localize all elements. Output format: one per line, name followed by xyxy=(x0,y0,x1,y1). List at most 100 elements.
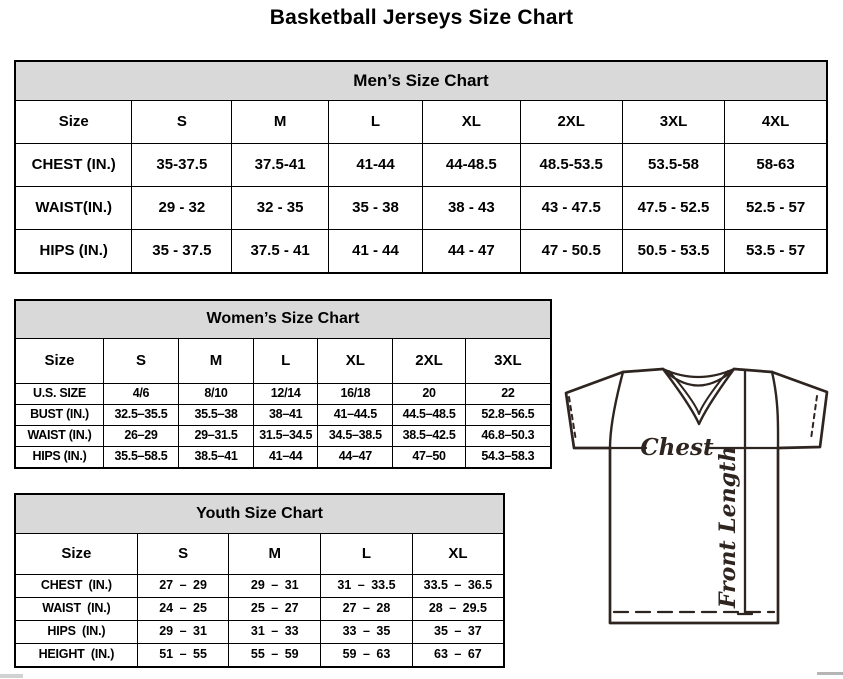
horizontal-scrollbar-fragment-right[interactable] xyxy=(817,672,843,675)
size-value-cell: 46.8–50.3 xyxy=(464,425,552,447)
size-value-cell: 53.5-58 xyxy=(621,143,726,187)
size-value-cell: 31.5–34.5 xyxy=(252,425,319,447)
row-label: HIPS (IN.) xyxy=(14,620,138,644)
table-row: WAIST(IN.) 29 - 32 32 - 35 35 - 38 38 - 43 43… xyxy=(14,186,828,230)
size-value-cell: 50.5 - 53.5 xyxy=(621,229,726,274)
row-label: WAIST(IN.) xyxy=(14,186,133,230)
table-row: WAIST (IN.) 24 – 25 25 – 27 27 – 28 28 – 29.… xyxy=(14,597,505,621)
womens-column-header-row: Size S M L XL 2XL 3XL xyxy=(14,338,552,384)
jersey-left-shoulder-line xyxy=(621,367,665,374)
mens-size-table: Men’s Size Chart Size S M L XL 2XL 3XL 4XL CHEST… xyxy=(14,60,828,274)
front-length-label: Front Length xyxy=(715,446,741,609)
table-row: CHEST (IN.) 27 – 29 29 – 31 31 – 33.5 33.5 –… xyxy=(14,574,505,598)
size-value-cell: 44.5–48.5 xyxy=(392,404,466,426)
size-value-cell: 37.5-41 xyxy=(231,143,329,187)
jersey-left-cuff-dashed-line xyxy=(568,396,577,442)
size-value-cell: 35 - 38 xyxy=(327,186,424,230)
row-label: WAIST (IN.) xyxy=(14,425,104,447)
size-value-cell: 35 - 37.5 xyxy=(131,229,233,274)
column-header: L xyxy=(252,338,319,384)
page-title: Basketball Jerseys Size Chart xyxy=(269,6,574,29)
jersey-right-cuff-dashed-line xyxy=(810,395,818,440)
size-value-cell: 12/14 xyxy=(252,383,319,405)
mens-banner-row: Men’s Size Chart xyxy=(14,60,828,101)
youth-column-header-row: Size S M L XL xyxy=(14,533,505,575)
table-row: HIPS (IN.) 35 - 37.5 37.5 - 41 41 - 44 44 - … xyxy=(14,229,828,274)
size-value-cell: 4/6 xyxy=(102,383,179,405)
size-value-cell: 38.5–41 xyxy=(177,446,255,469)
size-value-cell: 51 – 55 xyxy=(136,643,230,668)
jersey-measurement-diagram: Chest Front Length xyxy=(564,367,829,625)
column-header: XL xyxy=(317,338,394,384)
front-length-measure-line xyxy=(736,369,754,616)
size-value-cell: 35-37.5 xyxy=(131,143,233,187)
womens-table-title: Women’s Size Chart xyxy=(14,299,552,339)
column-header: XL xyxy=(422,100,521,144)
column-header: M xyxy=(231,100,329,144)
table-row: WAIST (IN.) 26–29 29–31.5 31.5–34.5 34.5–38.… xyxy=(14,425,552,447)
size-value-cell: 27 – 28 xyxy=(320,597,413,621)
size-value-cell: 34.5–38.5 xyxy=(317,425,394,447)
row-label: BUST (IN.) xyxy=(14,404,104,426)
row-label: HEIGHT (IN.) xyxy=(14,643,138,668)
row-label: CHEST (IN.) xyxy=(14,574,138,598)
size-value-cell: 29 - 32 xyxy=(131,186,233,230)
jersey-collar-inner-arc xyxy=(663,369,734,387)
jersey-vneck-inner-line xyxy=(668,370,729,415)
size-value-cell: 32.5–35.5 xyxy=(102,404,179,426)
size-value-cell: 29 – 31 xyxy=(228,574,322,598)
jersey-right-armhole-curve xyxy=(770,370,780,450)
youth-banner-row: Youth Size Chart xyxy=(14,493,505,534)
column-header: Size xyxy=(14,533,138,575)
size-value-cell: 63 – 67 xyxy=(411,643,505,668)
table-row: HIPS (IN.) 35.5–58.5 38.5–41 41–44 44–47 47–5… xyxy=(14,446,552,469)
row-label: HIPS (IN.) xyxy=(14,446,104,469)
size-value-cell: 31 – 33 xyxy=(228,620,322,644)
size-value-cell: 35.5–38 xyxy=(177,404,255,426)
size-value-cell: 24 – 25 xyxy=(136,597,230,621)
size-value-cell: 38 - 43 xyxy=(422,186,521,230)
horizontal-scrollbar-fragment-left[interactable] xyxy=(0,674,23,678)
size-value-cell: 32 - 35 xyxy=(231,186,329,230)
size-value-cell: 16/18 xyxy=(317,383,394,405)
size-value-cell: 31 – 33.5 xyxy=(320,574,413,598)
mens-table-body: Size S M L XL 2XL 3XL 4XL CHEST (IN.) 35-37.5 37.5… xyxy=(14,100,828,274)
size-value-cell: 33.5 – 36.5 xyxy=(411,574,505,598)
row-label: CHEST (IN.) xyxy=(14,143,133,187)
youth-size-table: Youth Size Chart Size S M L XL CHEST (IN.) 27 … xyxy=(14,493,505,668)
size-value-cell: 41–44.5 xyxy=(317,404,394,426)
column-header: L xyxy=(327,100,424,144)
column-header: 3XL xyxy=(621,100,726,144)
column-header: 2XL xyxy=(392,338,466,384)
size-value-cell: 53.5 - 57 xyxy=(724,229,828,274)
size-value-cell: 55 – 59 xyxy=(228,643,322,668)
row-label: U.S. SIZE xyxy=(14,383,104,405)
column-header: S xyxy=(102,338,179,384)
table-row: U.S. SIZE 4/6 8/10 12/14 16/18 20 22 xyxy=(14,383,552,405)
column-header: M xyxy=(228,533,322,575)
mens-column-header-row: Size S M L XL 2XL 3XL 4XL xyxy=(14,100,828,144)
youth-table-body: Size S M L XL CHEST (IN.) 27 – 29 29 – 31 31 – 3… xyxy=(14,533,505,668)
column-header: 2XL xyxy=(519,100,623,144)
size-value-cell: 47.5 - 52.5 xyxy=(621,186,726,230)
size-value-cell: 20 xyxy=(392,383,466,405)
womens-banner-row: Women’s Size Chart xyxy=(14,299,552,339)
size-value-cell: 47–50 xyxy=(392,446,466,469)
column-header: 4XL xyxy=(724,100,828,144)
size-value-cell: 37.5 - 41 xyxy=(231,229,329,274)
table-row: CHEST (IN.) 35-37.5 37.5-41 41-44 44-48.5 48.… xyxy=(14,143,828,187)
jersey-vneck-outer-line xyxy=(661,367,736,426)
size-value-cell: 35.5–58.5 xyxy=(102,446,179,469)
size-value-cell: 44 - 47 xyxy=(422,229,521,274)
size-value-cell: 58-63 xyxy=(724,143,828,187)
table-row: HEIGHT (IN.) 51 – 55 55 – 59 59 – 63 63 – 67 xyxy=(14,643,505,668)
size-value-cell: 47 - 50.5 xyxy=(519,229,623,274)
womens-size-table: Women’s Size Chart Size S M L XL 2XL 3XL U.S. S… xyxy=(14,299,552,469)
column-header: M xyxy=(177,338,255,384)
size-value-cell: 27 – 29 xyxy=(136,574,230,598)
youth-table-title: Youth Size Chart xyxy=(14,493,505,534)
column-header: XL xyxy=(411,533,505,575)
size-value-cell: 48.5-53.5 xyxy=(519,143,623,187)
jersey-left-sleeve-icon xyxy=(564,370,625,450)
